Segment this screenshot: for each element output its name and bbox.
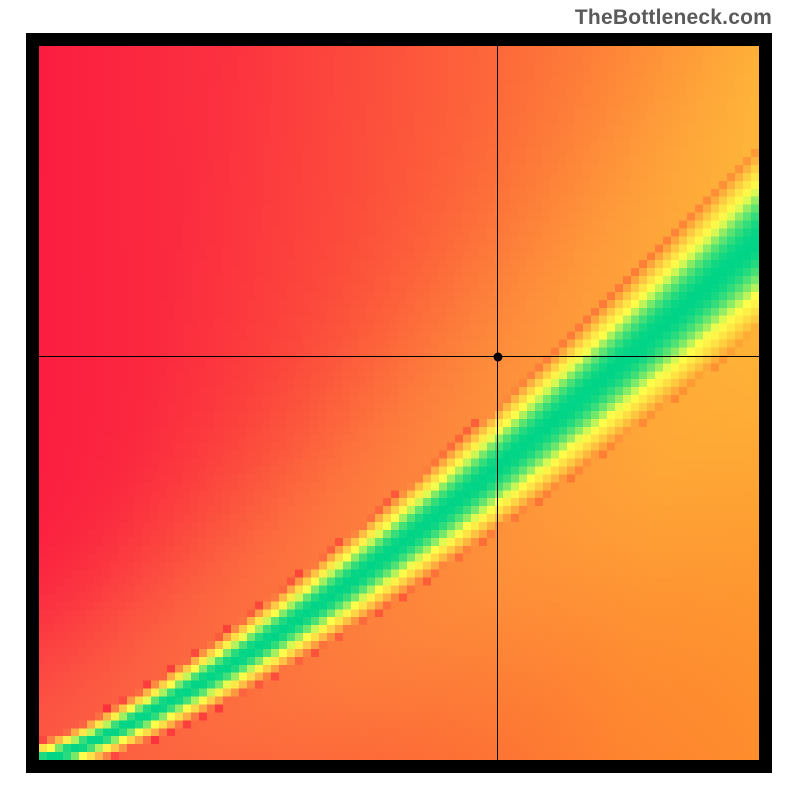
- watermark-text: TheBottleneck.com: [575, 6, 772, 30]
- plot-border: [26, 33, 772, 773]
- chart-plot-area: [26, 33, 772, 773]
